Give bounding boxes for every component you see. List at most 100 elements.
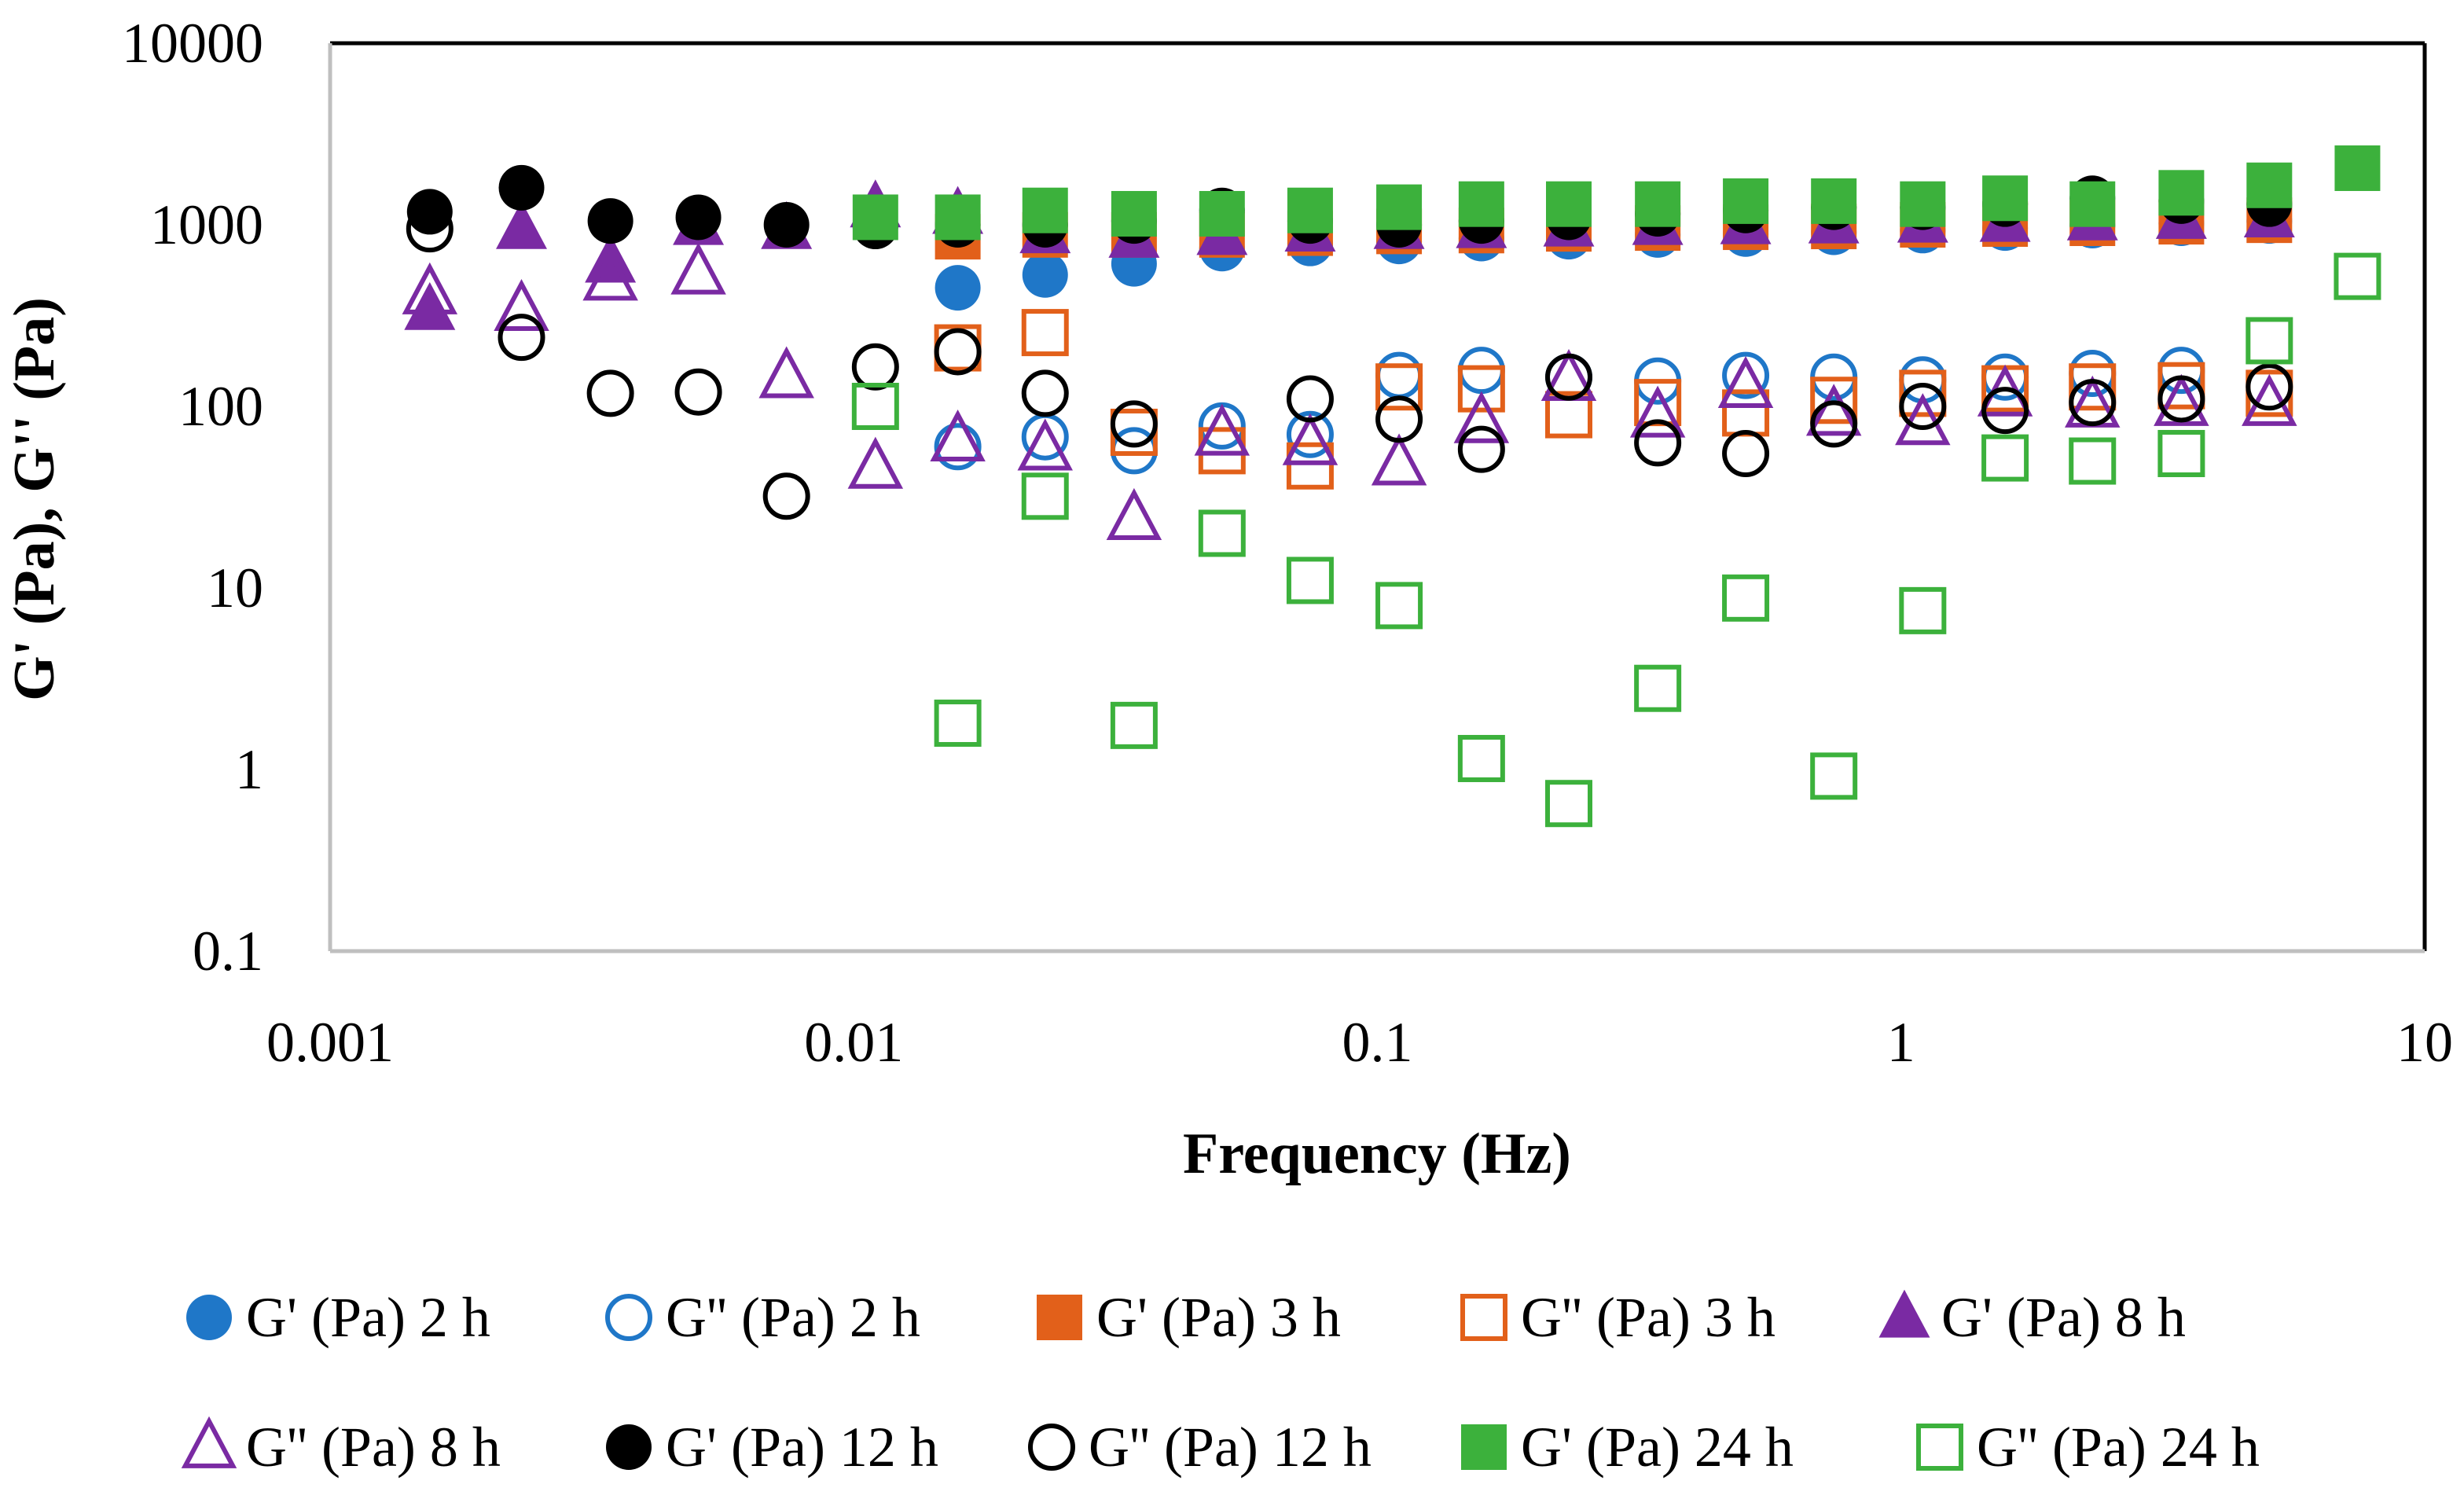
legend-marker — [1916, 1424, 1963, 1471]
data-point — [1899, 586, 1947, 634]
data-point — [930, 409, 986, 462]
data-point — [1457, 425, 1505, 473]
data-point — [1453, 391, 1510, 443]
data-point — [934, 700, 982, 748]
data-point — [1895, 393, 1951, 446]
data-point — [496, 200, 547, 249]
data-point — [2158, 170, 2205, 216]
data-point — [1110, 400, 1158, 448]
data-point — [1375, 363, 1423, 411]
x-tick-label: 1 — [1887, 1011, 1915, 1074]
data-point — [2157, 429, 2205, 477]
legend-label: G'' (Pa) 12 h — [1089, 1416, 1372, 1479]
data-point — [852, 194, 898, 241]
data-point — [1287, 187, 1333, 233]
data-point — [1017, 418, 1073, 471]
data-point — [1021, 309, 1069, 357]
data-point — [851, 383, 899, 430]
data-point — [2157, 375, 2205, 423]
data-point — [586, 369, 634, 417]
x-tick-label: 0.1 — [1342, 1011, 1413, 1074]
legend-marker — [1878, 1289, 1930, 1338]
data-point — [1545, 780, 1593, 828]
data-point — [1458, 181, 1504, 227]
data-point — [763, 202, 810, 248]
data-point — [758, 346, 814, 399]
data-point — [1021, 472, 1069, 520]
y-tick-label: 1000 — [150, 193, 263, 256]
series-group — [406, 205, 2293, 520]
data-point — [1545, 391, 1593, 439]
legend-marker — [186, 1295, 232, 1340]
data-point — [1634, 419, 1682, 467]
data-point — [1457, 365, 1505, 413]
data-point — [1106, 487, 1162, 540]
data-point — [847, 436, 904, 489]
data-point — [1457, 734, 1505, 782]
legend-label: G'' (Pa) 8 h — [246, 1416, 501, 1479]
data-point — [585, 234, 637, 283]
data-point — [1810, 400, 1858, 448]
data-point — [2246, 162, 2293, 208]
legend-item: G'' (Pa) 2 h — [605, 1286, 920, 1349]
data-point — [934, 423, 982, 471]
legend-item: G'' (Pa) 24 h — [1916, 1416, 2260, 1479]
y-tick-label: 10000 — [122, 12, 263, 75]
legend-label: G' (Pa) 24 h — [1521, 1416, 1794, 1479]
data-point — [1635, 181, 1681, 227]
data-point — [1545, 353, 1593, 401]
data-point — [2069, 437, 2117, 485]
data-point — [406, 189, 453, 235]
data-point — [1981, 387, 2029, 435]
legend: G' (Pa) 2 h G'' (Pa) 2 h G' (Pa) 3 h G'' (P… — [181, 1286, 2260, 1479]
data-point — [2334, 145, 2381, 191]
data-point — [1900, 181, 1946, 227]
data-points — [402, 145, 2381, 828]
x-tick-label: 0.001 — [266, 1011, 394, 1074]
data-point — [1722, 429, 1770, 477]
data-point — [1899, 383, 1947, 430]
legend-marker — [1037, 1295, 1082, 1340]
legend-marker — [605, 1294, 652, 1341]
data-point — [1722, 574, 1770, 622]
x-tick-label: 10 — [2396, 1011, 2453, 1074]
data-point — [2246, 363, 2293, 411]
data-point — [1899, 369, 1947, 417]
data-point — [406, 205, 454, 253]
data-point — [2242, 373, 2297, 426]
data-point — [1981, 434, 2029, 482]
data-point — [1194, 403, 1250, 456]
y-axis-title: G' (Pa), G'' (Pa) — [2, 297, 67, 701]
data-point — [1286, 442, 1334, 490]
legend-label: G' (Pa) 8 h — [1941, 1286, 2186, 1349]
data-point — [935, 265, 981, 311]
x-axis-title: Frequency (Hz) — [1183, 1122, 1571, 1186]
y-tick-label: 100 — [178, 375, 263, 438]
data-point — [587, 198, 633, 244]
data-point — [2069, 379, 2117, 427]
data-point — [1723, 178, 1769, 224]
legend-item: G' (Pa) 3 h — [1037, 1286, 1341, 1349]
data-point — [762, 472, 810, 520]
data-point — [498, 314, 545, 362]
data-point — [1286, 557, 1334, 604]
legend-marker — [181, 1416, 237, 1468]
data-point — [1629, 385, 1686, 438]
data-point — [1199, 190, 1245, 237]
legend-marker — [1460, 1294, 1507, 1341]
data-point — [1634, 664, 1682, 712]
data-point — [1022, 187, 1068, 233]
data-point — [1111, 190, 1157, 237]
data-point — [404, 281, 456, 330]
series-group — [851, 252, 2381, 828]
data-point — [2157, 362, 2205, 410]
data-point — [1375, 582, 1423, 630]
data-point — [674, 368, 722, 416]
data-point — [2154, 373, 2209, 426]
data-point — [670, 242, 726, 295]
legend-item: G' (Pa) 24 h — [1461, 1416, 1794, 1479]
legend-item: G'' (Pa) 8 h — [181, 1416, 501, 1479]
legend-item: G' (Pa) 12 h — [606, 1416, 938, 1479]
data-point — [1982, 175, 2029, 222]
